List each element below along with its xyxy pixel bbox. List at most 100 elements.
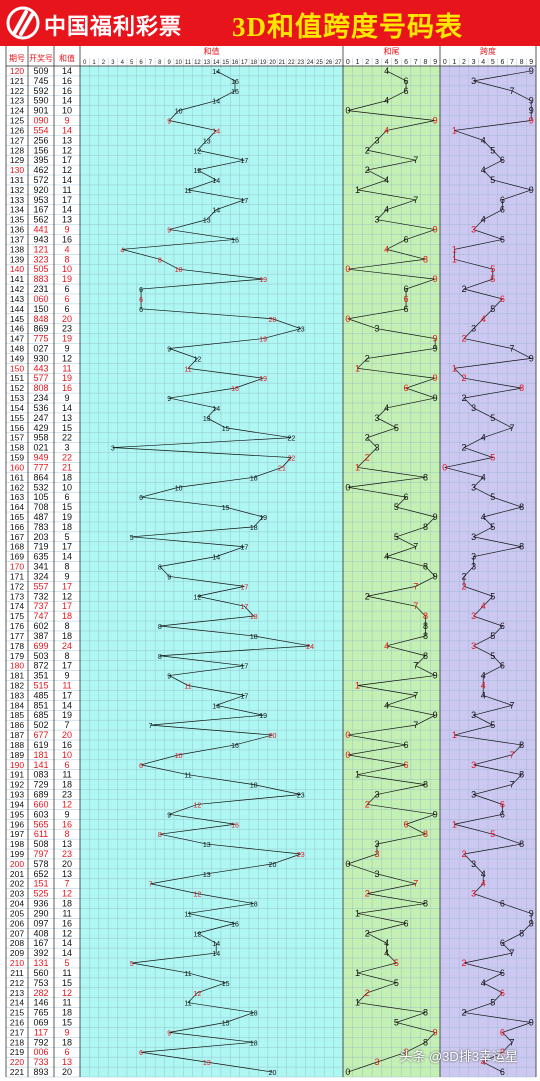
sum-value: 20 [62,730,72,740]
draw-number: 083 [33,770,48,780]
tail-point: 0 [345,859,350,869]
sum-value: 24 [62,641,72,651]
period-label: 162 [10,482,24,492]
span-point: 5 [490,145,495,155]
tail-point: 0 [345,482,350,492]
span-tick-label: 3 [472,59,476,66]
span-point: 8 [519,383,524,393]
tail-point: 9 [433,373,438,383]
span-point: 3 [471,403,476,413]
sum-value: 13 [62,869,72,879]
sum-value: 23 [62,324,72,334]
draw-number: 708 [33,502,48,512]
period-label: 125 [10,116,24,126]
sum-value: 18 [62,1037,72,1047]
sum-value: 9 [64,571,69,581]
span-point: 6 [500,195,505,205]
span-tick-label: 5 [491,59,495,66]
span-trend-line [444,70,533,1073]
draw-number: 502 [33,720,48,730]
draw-number: 487 [33,512,48,522]
draw-number: 508 [33,839,48,849]
tail-point: 6 [404,234,409,244]
sum-tick-label: 11 [185,60,192,66]
sum-tick-label: 20 [269,60,276,66]
draw-number: 203 [33,532,48,542]
sum-point: 11 [184,911,191,918]
draw-number: 509 [33,66,48,76]
sum-point: 13 [203,416,211,423]
draw-number: 105 [33,492,48,502]
sum-value: 19 [62,512,72,522]
sum-value: 16 [62,383,72,393]
span-point: 9 [529,106,534,116]
period-label: 184 [10,700,24,710]
tail-point: 0 [345,264,350,274]
sum-value: 15 [62,502,72,512]
period-label: 183 [10,690,24,700]
tail-point: 1 [355,185,360,195]
span-point: 9 [529,908,534,918]
draw-number: 851 [33,700,48,710]
tail-point: 9 [433,512,438,522]
tail-point: 3 [374,215,379,225]
sum-point: 8 [158,654,162,661]
span-point: 2 [461,334,466,344]
sum-point: 14 [212,951,220,958]
sum-point: 12 [194,931,202,938]
tail-tick-label: 9 [433,59,437,66]
span-point: 2 [461,443,466,453]
tail-point: 4 [384,66,389,76]
sum-value: 12 [62,353,72,363]
span-tick-label: 9 [529,59,533,66]
tail-tick-label: 2 [365,59,369,66]
tail-tick-label: 8 [423,59,427,66]
draw-number: 141 [33,760,48,770]
draw-number: 883 [33,274,48,284]
sum-point: 14 [212,178,220,185]
sum-tick-label: 4 [121,60,125,66]
sum-value: 13 [62,413,72,423]
sum-tick-label: 10 [175,60,182,66]
sum-point: 18 [250,1011,258,1018]
sum-point: 11 [184,366,191,373]
draw-number: 797 [33,849,48,859]
tail-point: 7 [413,542,418,552]
draw-number: 408 [33,928,48,938]
sum-tick-label: 19 [260,60,267,66]
period-label: 211 [10,968,24,978]
tail-point: 9 [433,225,438,235]
period-label: 201 [10,869,24,879]
period-label: 120 [10,66,24,76]
sum-point: 18 [250,614,258,621]
sum-point: 6 [139,495,143,502]
span-point: 9 [529,1017,534,1027]
sum-point: 6 [139,287,143,294]
sum-tick-label: 5 [130,60,134,66]
sum-value: 14 [62,96,72,106]
sum-point: 18 [250,475,258,482]
tail-point: 7 [413,581,418,591]
sum-point: 23 [297,793,305,800]
draw-number: 783 [33,522,48,532]
sum-point: 19 [259,277,267,284]
draw-number: 146 [33,998,48,1008]
tail-point: 6 [404,492,409,502]
period-label: 133 [10,195,24,205]
sum-point: 14 [212,555,220,562]
sum-point: 22 [287,436,295,443]
span-point: 3 [471,532,476,542]
draw-number: 282 [33,988,48,998]
tail-point: 0 [345,314,350,324]
sum-value: 12 [62,799,72,809]
tail-point: 2 [365,889,370,899]
span-point: 5 [490,453,495,463]
sum-tick-label: 21 [279,60,286,66]
tail-point: 8 [423,780,428,790]
sum-point: 17 [240,604,248,611]
span-point: 1 [452,125,457,135]
span-point: 6 [500,988,505,998]
period-label: 132 [10,185,24,195]
sum-value: 9 [64,393,69,403]
period-label: 217 [10,1027,24,1037]
